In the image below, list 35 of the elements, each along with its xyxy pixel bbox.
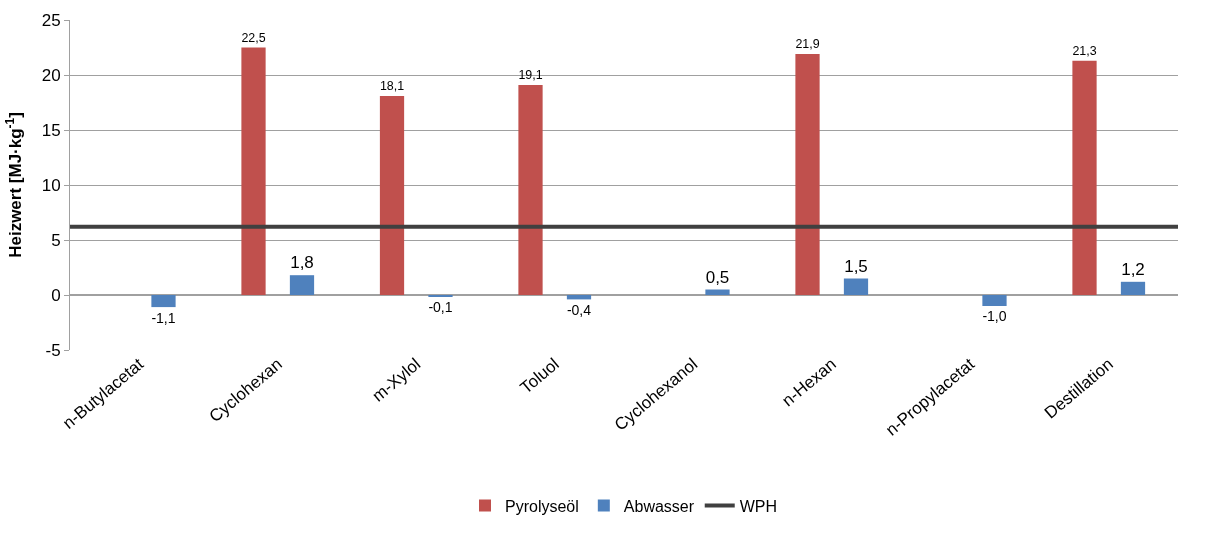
y-tick-label: 25 <box>41 10 61 30</box>
bar <box>705 289 730 295</box>
data-label: 1,5 <box>844 256 868 276</box>
data-label: 0,5 <box>705 267 730 287</box>
data-label: 22,5 <box>241 30 266 45</box>
data-label: -0,4 <box>566 301 592 318</box>
bar <box>843 278 869 295</box>
legend-label: WPH <box>739 497 778 515</box>
data-label: 19,1 <box>518 67 543 82</box>
bar <box>289 275 315 295</box>
data-label: 21,9 <box>795 37 820 52</box>
y-tick-label: 5 <box>51 230 61 250</box>
bar <box>151 295 176 308</box>
y-tick-label: 20 <box>41 65 61 85</box>
data-label: 1,8 <box>290 253 314 273</box>
bar <box>379 95 405 295</box>
data-label: 1,2 <box>1121 259 1145 279</box>
data-label: -1,0 <box>982 308 1007 325</box>
bar <box>982 295 1007 306</box>
data-label: -0,1 <box>428 299 453 316</box>
legend-label: Pyrolyseöl <box>505 497 579 515</box>
data-label: 18,1 <box>379 78 405 93</box>
y-tick-label: 15 <box>41 120 61 140</box>
data-label: 21,3 <box>1072 43 1097 58</box>
bar <box>1120 281 1146 295</box>
y-tick-label: -5 <box>45 340 61 360</box>
bar <box>1072 60 1097 295</box>
y-tick-label: 0 <box>51 285 61 305</box>
bar <box>241 47 266 295</box>
y-tick-label: 10 <box>41 175 61 195</box>
bar <box>518 84 543 295</box>
bar <box>566 295 592 300</box>
data-label: -1,1 <box>151 309 176 326</box>
bar <box>795 54 820 295</box>
legend-label: Abwasser <box>623 497 695 515</box>
